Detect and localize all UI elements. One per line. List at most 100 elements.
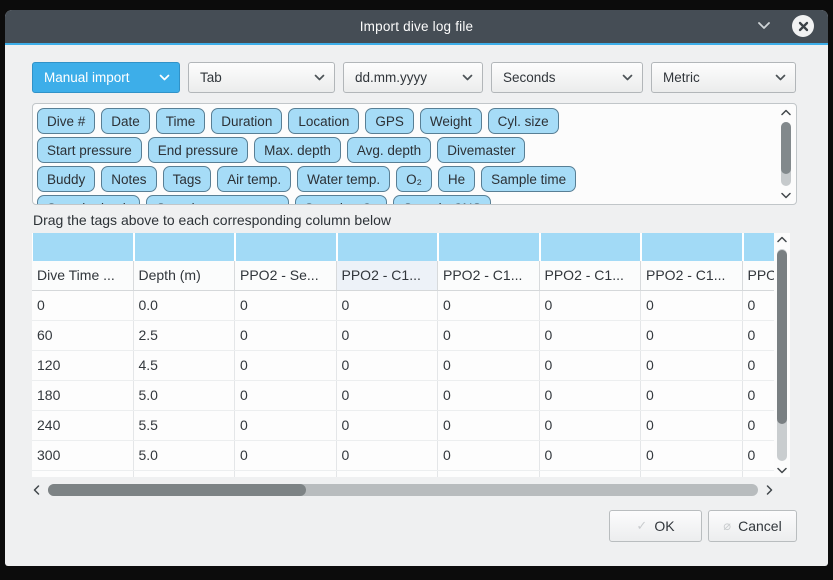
column-drop-target[interactable] [642, 233, 744, 261]
table-cell[interactable]: 0 [540, 441, 641, 470]
column-drop-target[interactable] [134, 233, 236, 261]
column-drop-target[interactable] [540, 233, 642, 261]
column-drop-target[interactable] [33, 233, 135, 261]
tag-sample-depth[interactable]: Sample depth [37, 195, 141, 204]
tag-weight[interactable]: Weight [419, 108, 482, 134]
tag-start-pressure[interactable]: Start pressure [37, 137, 142, 163]
scrollbar-thumb[interactable] [48, 484, 306, 496]
column-drop-target[interactable] [337, 233, 439, 261]
table-cell[interactable] [134, 471, 235, 477]
table-cell[interactable]: 0 [337, 321, 438, 350]
table-cell[interactable]: 0 [32, 291, 134, 320]
column-header[interactable]: Dive Time ... [32, 261, 134, 290]
tag-pool-scrollbar[interactable] [779, 106, 793, 202]
table-cell[interactable] [438, 471, 540, 477]
table-cell[interactable]: 5.0 [134, 441, 235, 470]
scrollbar-thumb[interactable] [777, 250, 787, 424]
table-cell[interactable]: 0 [438, 351, 540, 380]
combo-import-type[interactable]: Manual import [32, 62, 180, 93]
tag-buddy[interactable]: Buddy [37, 166, 96, 192]
tag-gps[interactable]: GPS [365, 108, 414, 134]
table-cell[interactable]: 0.0 [134, 291, 235, 320]
table-cell[interactable]: 0 [235, 381, 337, 410]
table-cell[interactable]: 0 [540, 411, 641, 440]
table-cell[interactable] [32, 471, 134, 477]
table-cell[interactable]: 60 [32, 321, 134, 350]
table-cell[interactable]: 0 [641, 381, 743, 410]
tag-water-temp[interactable]: Water temp. [297, 166, 391, 192]
column-header[interactable]: PPO2 - C1... [438, 261, 540, 290]
tag-o[interactable]: O₂ [396, 166, 432, 192]
table-cell[interactable]: 180 [32, 381, 134, 410]
scroll-up-icon[interactable] [777, 236, 787, 243]
table-cell[interactable]: 0 [337, 381, 438, 410]
table-cell[interactable]: 0 [235, 411, 337, 440]
tag-notes[interactable]: Notes [101, 166, 157, 192]
combo-units[interactable]: Metric [651, 62, 796, 93]
tag-location[interactable]: Location [288, 108, 360, 134]
tag-sample-time[interactable]: Sample time [481, 166, 577, 192]
shade-button[interactable] [756, 19, 772, 31]
tag-date[interactable]: Date [101, 108, 150, 134]
table-cell[interactable]: 300 [32, 441, 134, 470]
tag-he[interactable]: He [437, 166, 476, 192]
table-cell[interactable]: 0 [641, 351, 743, 380]
table-cell[interactable]: 2.5 [134, 321, 235, 350]
column-drop-target[interactable] [743, 233, 774, 261]
table-cell[interactable]: 0 [747, 357, 756, 373]
table-cell[interactable]: 0 [641, 411, 743, 440]
table-cell[interactable]: 0 [235, 291, 337, 320]
tag-sample-cns[interactable]: Sample CNS [393, 195, 492, 204]
tag-end-pressure[interactable]: End pressure [147, 137, 249, 163]
table-cell[interactable]: 5.5 [134, 411, 235, 440]
table-cell[interactable] [337, 471, 438, 477]
column-header[interactable]: PPO2 - C1... [336, 261, 438, 290]
table-cell[interactable]: 0 [438, 441, 540, 470]
column-header[interactable]: PPO2 - Se... [235, 261, 337, 290]
table-cell[interactable]: 0 [235, 441, 337, 470]
scroll-down-icon[interactable] [781, 192, 791, 199]
tag-air-temp[interactable]: Air temp. [217, 166, 292, 192]
scrollbar-thumb[interactable] [781, 122, 791, 174]
column-drop-target[interactable] [236, 233, 338, 261]
table-cell[interactable]: 0 [641, 321, 743, 350]
table-cell[interactable] [235, 471, 337, 477]
table-cell[interactable]: 0 [438, 321, 540, 350]
cancel-button[interactable]: ⌀ Cancel [708, 510, 797, 542]
scroll-down-icon[interactable] [777, 467, 787, 474]
table-cell[interactable]: 0 [438, 381, 540, 410]
close-button[interactable] [792, 15, 814, 37]
tag-time[interactable]: Time [155, 108, 206, 134]
table-cell[interactable]: 0 [337, 351, 438, 380]
titlebar[interactable]: Import dive log file [5, 10, 828, 43]
tag-cyl-size[interactable]: Cyl. size [487, 108, 559, 134]
column-drop-target[interactable] [439, 233, 541, 261]
column-header[interactable]: Depth (m) [134, 261, 235, 290]
table-cell[interactable]: 4.5 [134, 351, 235, 380]
table-cell[interactable]: 0 [747, 327, 756, 343]
table-cell[interactable]: 0 [747, 387, 756, 403]
table-cell[interactable]: 5.0 [134, 381, 235, 410]
table-cell[interactable]: 0 [540, 381, 641, 410]
table-cell[interactable]: 0 [438, 411, 540, 440]
table-cell[interactable]: 0 [540, 351, 641, 380]
table-cell[interactable]: 0 [337, 291, 438, 320]
tag-max-depth[interactable]: Max. depth [254, 137, 341, 163]
combo-date-format[interactable]: dd.mm.yyyy [343, 62, 483, 93]
table-cell[interactable]: 0 [337, 441, 438, 470]
tag-sample-temperature[interactable]: Sample temperature [146, 195, 289, 204]
table-cell[interactable]: 0 [235, 321, 337, 350]
table-cell[interactable]: 0 [337, 411, 438, 440]
table-cell[interactable]: 0 [641, 291, 743, 320]
table-cell[interactable]: 0 [438, 291, 540, 320]
tag-divemaster[interactable]: Divemaster [437, 137, 526, 163]
column-header[interactable]: PPO2 - C1... [641, 261, 743, 290]
combo-duration-format[interactable]: Seconds [491, 62, 643, 93]
tag-dive[interactable]: Dive # [37, 108, 96, 134]
ok-button[interactable]: ✓ OK [609, 510, 702, 542]
table-vertical-scrollbar[interactable] [774, 233, 790, 477]
table-cell[interactable]: 0 [540, 291, 641, 320]
column-header[interactable]: PPO2 [747, 267, 774, 283]
tag-sample-po[interactable]: Sample pO₂ [294, 195, 388, 204]
table-cell[interactable]: 240 [32, 411, 134, 440]
